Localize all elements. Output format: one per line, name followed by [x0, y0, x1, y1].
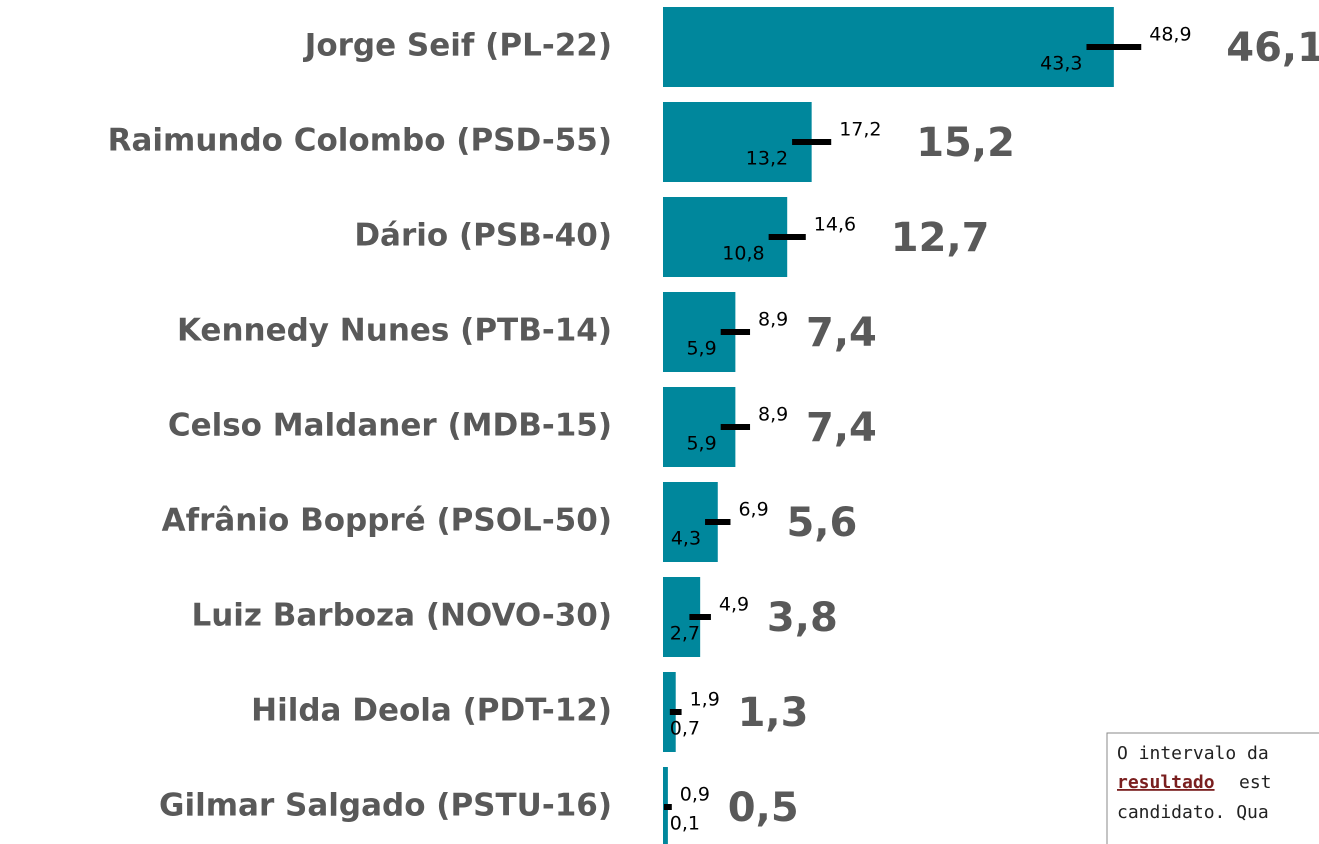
error-bar	[1086, 44, 1142, 50]
value-label: 12,7	[891, 215, 990, 261]
category-label: Kennedy Nunes (PTB-14)	[177, 313, 612, 349]
note-frame	[1106, 732, 1319, 844]
note-bold: resultado	[1117, 772, 1215, 793]
value-label: 0,5	[728, 785, 799, 831]
error-bar	[720, 329, 751, 335]
low-label: 5,9	[686, 338, 716, 360]
category-label: Gilmar Salgado (PSTU-16)	[159, 788, 612, 824]
bar	[663, 197, 788, 277]
note-box: O intervalo da resultado est candidato. …	[1106, 732, 1319, 844]
value-label: 3,8	[767, 595, 838, 641]
high-label: 6,9	[738, 499, 768, 521]
low-label: 13,2	[746, 148, 788, 170]
note-line: O intervalo da	[1117, 743, 1269, 764]
low-label: 0,7	[670, 718, 700, 740]
bar	[663, 672, 676, 752]
error-bar	[720, 424, 751, 430]
low-label: 43,3	[1040, 53, 1082, 75]
low-label: 2,7	[670, 623, 700, 645]
note-line: candidato. Qua	[1117, 802, 1269, 823]
value-label: 1,3	[738, 690, 809, 736]
error-bar	[768, 234, 806, 240]
low-label: 4,3	[671, 528, 701, 550]
bar	[663, 7, 1114, 87]
low-label: 0,1	[670, 813, 700, 835]
note-line: est	[1239, 772, 1272, 793]
category-label: Raimundo Colombo (PSD-55)	[108, 123, 612, 159]
value-label: 46,1	[1226, 25, 1319, 71]
value-label: 7,4	[806, 310, 877, 356]
high-label: 14,6	[814, 214, 856, 236]
category-label: Dário (PSB-40)	[354, 218, 612, 254]
error-bar	[663, 804, 672, 810]
high-label: 48,9	[1149, 24, 1191, 46]
low-label: 10,8	[722, 243, 764, 265]
high-label: 1,9	[690, 689, 720, 711]
bar	[663, 102, 812, 182]
error-bar	[689, 614, 711, 620]
value-label: 5,6	[786, 500, 857, 546]
error-bar	[705, 519, 731, 525]
high-label: 0,9	[680, 784, 710, 806]
category-label: Afrânio Boppré (PSOL-50)	[162, 503, 612, 539]
error-bar	[669, 709, 682, 715]
high-label: 4,9	[719, 594, 749, 616]
value-label: 7,4	[806, 405, 877, 451]
low-label: 5,9	[686, 433, 716, 455]
high-label: 8,9	[758, 404, 788, 426]
category-label: Jorge Seif (PL-22)	[303, 28, 612, 64]
value-label: 15,2	[916, 120, 1015, 166]
category-label: Celso Maldaner (MDB-15)	[168, 408, 612, 444]
high-label: 8,9	[758, 309, 788, 331]
category-label: Hilda Deola (PDT-12)	[251, 693, 612, 729]
category-label: Luiz Barboza (NOVO-30)	[191, 598, 612, 634]
high-label: 17,2	[839, 119, 881, 141]
error-bar	[792, 139, 832, 145]
